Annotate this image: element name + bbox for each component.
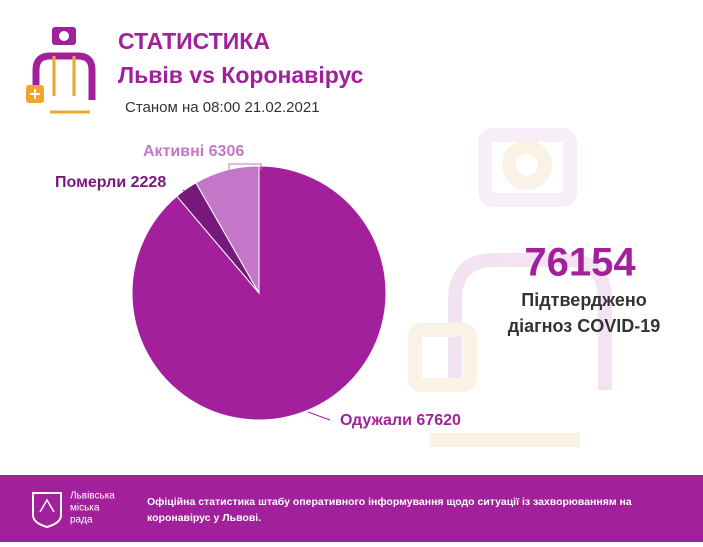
leader-line [182, 189, 192, 197]
pie [131, 165, 387, 421]
slice-value: 6306 [209, 143, 245, 160]
total-caption: Підтверджено [521, 290, 646, 310]
watermark-icon [408, 128, 612, 447]
footer-logo [32, 492, 62, 529]
slice-name: Активні [143, 143, 204, 160]
footer-logo-text: Львівська [70, 491, 115, 502]
footer-text: Офіційна статистика штабу оперативного і… [147, 496, 632, 508]
footer-logo-text: міська [70, 503, 100, 514]
footer-logo-text: рада [70, 515, 93, 526]
slice-name: Померли [55, 174, 126, 191]
date: Станом на 08:00 21.02.2021 [125, 99, 320, 116]
pie-slice [195, 165, 260, 295]
leader-line [228, 163, 262, 170]
slice-label: Активні 6306 [143, 143, 244, 160]
header-icon [26, 27, 96, 114]
footer-bar [0, 475, 703, 542]
slice-value: 2228 [131, 174, 167, 191]
leader-line [307, 411, 331, 421]
total-number: 76154 [524, 241, 636, 285]
title: СТАТИСТИКА [118, 28, 270, 54]
footer-text: коронавірус у Львові. [147, 512, 261, 524]
slice-value: 67620 [416, 412, 461, 429]
footer-logo [39, 498, 55, 513]
slice-label: Одужали 67620 [340, 412, 461, 429]
slice-name: Одужали [340, 412, 412, 429]
slice-label: Померли 2228 [55, 174, 166, 191]
total-caption: діагноз COVID-19 [508, 316, 661, 336]
subtitle: Львів vs Коронавірус [118, 62, 364, 88]
